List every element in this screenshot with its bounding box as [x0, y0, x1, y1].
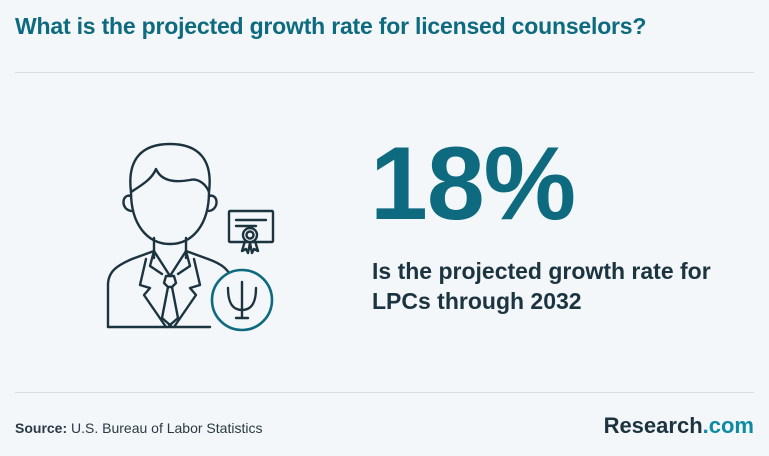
source-label: Source:: [15, 420, 68, 436]
certificate-icon: [227, 209, 275, 255]
bottom-divider: [15, 392, 754, 393]
brand-name: Research: [603, 413, 703, 438]
page-title: What is the projected growth rate for li…: [15, 13, 647, 39]
counselor-person-icon: [106, 142, 234, 329]
counselor-illustration: [100, 135, 290, 335]
brand-suffix: .com: [702, 413, 754, 438]
source-line: Source: U.S. Bureau of Labor Statistics: [15, 420, 262, 436]
psi-symbol-icon: [210, 268, 274, 332]
stat-description: Is the projected growth rate for LPCs th…: [372, 258, 711, 314]
stat-value: 18%: [370, 126, 576, 242]
top-divider: [15, 72, 754, 73]
source-text: U.S. Bureau of Labor Statistics: [71, 420, 263, 436]
brand-logo[interactable]: Research.com: [604, 413, 754, 439]
